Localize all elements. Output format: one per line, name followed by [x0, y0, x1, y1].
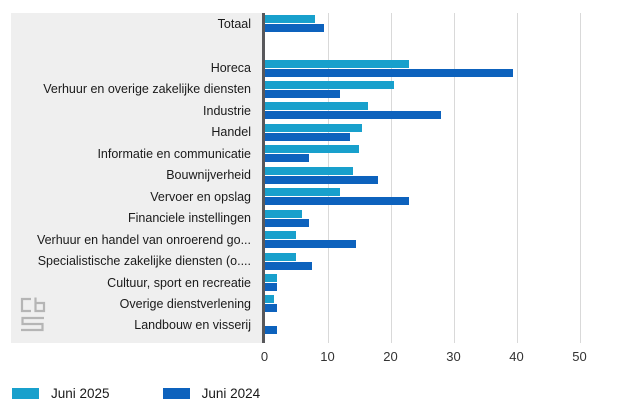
gridline	[453, 13, 455, 343]
bar-juni-2024[interactable]	[264, 261, 312, 270]
bar-juni-2025[interactable]	[264, 80, 394, 89]
x-tick-label: 20	[383, 349, 398, 364]
category-label: Totaal	[217, 16, 251, 31]
legend-label-juni-2024: Juni 2024	[201, 386, 261, 401]
bar-juni-2025[interactable]	[264, 209, 303, 218]
category-label: Verhuur en overige zakelijke diensten	[43, 82, 251, 97]
category-label: Bouwnijverheid	[166, 168, 251, 183]
bar-juni-2024[interactable]	[264, 132, 350, 141]
category-label: Vervoer en opslag	[150, 189, 251, 204]
y-axis-line	[261, 13, 265, 343]
category-label: Informatie en communicatie	[97, 146, 251, 161]
cbs-logo-letter-b	[34, 297, 46, 313]
category-label: Industrie	[203, 103, 251, 118]
x-tick-label: 40	[509, 349, 524, 364]
bar-juni-2024[interactable]	[264, 68, 514, 77]
bar-juni-2025[interactable]	[264, 123, 363, 132]
bar-juni-2025[interactable]	[264, 166, 353, 175]
legend-swatch-juni-2024	[162, 388, 190, 399]
category-label: Overige dienstverlening	[119, 296, 251, 311]
gridline	[579, 13, 581, 343]
category-label: Specialistische zakelijke diensten (o...…	[37, 254, 251, 269]
category-label: Landbouw en visserij	[134, 318, 251, 333]
bar-juni-2024[interactable]	[264, 197, 410, 206]
bar-juni-2024[interactable]	[264, 240, 356, 249]
bar-juni-2024[interactable]	[264, 218, 309, 227]
bar-juni-2024[interactable]	[264, 283, 278, 291]
bar-juni-2025[interactable]	[264, 188, 341, 197]
x-tick-label: 50	[572, 349, 587, 364]
category-label: Verhuur en handel van onroerend go...	[36, 232, 251, 247]
legend-item-juni-2024[interactable]: Juni 2024	[162, 386, 261, 401]
x-tick-label: 0	[260, 349, 269, 364]
legend-item-juni-2025[interactable]: Juni 2025	[12, 386, 110, 401]
bar-juni-2024[interactable]	[264, 24, 325, 32]
legend-swatch-juni-2025	[12, 388, 39, 399]
cbs-logo-letter-c	[20, 297, 31, 313]
bar-juni-2024[interactable]	[264, 111, 441, 120]
bar-juni-2025[interactable]	[264, 15, 315, 23]
x-tick-label: 10	[320, 349, 335, 364]
bar-juni-2025[interactable]	[264, 252, 296, 261]
category-labels-panel	[11, 13, 262, 343]
x-tick-label: 30	[446, 349, 461, 364]
bar-juni-2025[interactable]	[264, 231, 296, 240]
bar-juni-2025[interactable]	[264, 274, 278, 282]
bar-juni-2025[interactable]	[264, 145, 359, 154]
category-label: Cultuur, sport en recreatie	[107, 275, 251, 290]
gridline	[516, 13, 518, 343]
category-label: Horeca	[210, 61, 251, 75]
bar-juni-2024[interactable]	[264, 175, 378, 184]
bar-juni-2024[interactable]	[264, 154, 309, 163]
bar-juni-2025[interactable]	[264, 295, 274, 304]
cbs-logo-letter-s	[21, 316, 44, 332]
bar-juni-2024[interactable]	[264, 89, 341, 98]
legend-label-juni-2025: Juni 2025	[51, 386, 110, 401]
category-label: Financiele instellingen	[128, 211, 251, 226]
legend: Juni 2025 Juni 2024	[12, 386, 260, 401]
bar-juni-2024[interactable]	[264, 325, 278, 334]
cbs-logo	[20, 297, 46, 332]
bar-juni-2024[interactable]	[264, 304, 278, 313]
gridline	[390, 13, 392, 343]
bar-juni-2025[interactable]	[264, 102, 369, 111]
category-label: Handel	[211, 125, 251, 140]
bar-juni-2025[interactable]	[264, 59, 410, 68]
